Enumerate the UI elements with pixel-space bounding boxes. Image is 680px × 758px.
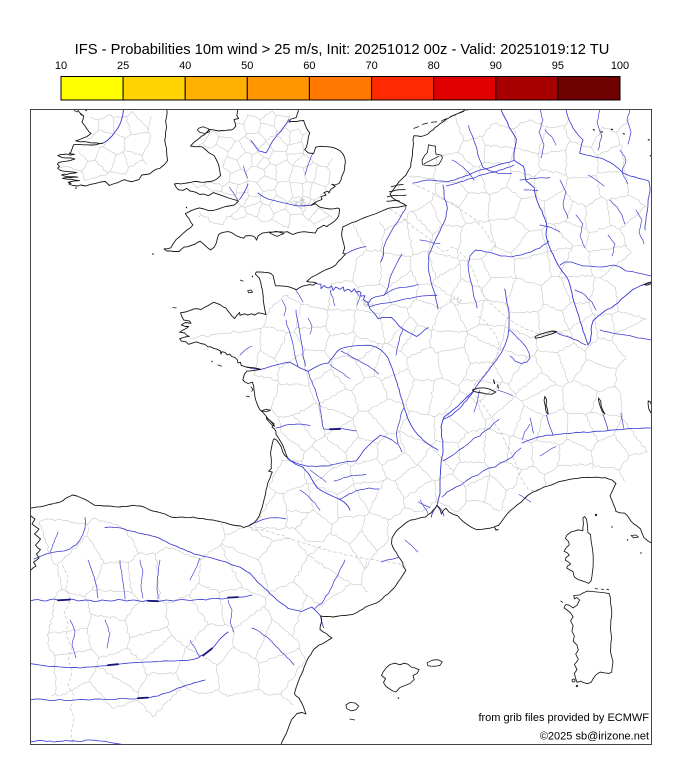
svg-text:50: 50 (241, 60, 253, 72)
svg-text:60: 60 (303, 60, 315, 72)
svg-text:40: 40 (179, 60, 191, 72)
svg-text:70: 70 (365, 60, 377, 72)
svg-text:from grib files provided by EC: from grib files provided by ECMWF (478, 712, 649, 724)
svg-text:90: 90 (490, 60, 502, 72)
svg-text:80: 80 (428, 60, 440, 72)
svg-text:10: 10 (55, 60, 67, 72)
svg-text:©2025 sb@irizone.net: ©2025 sb@irizone.net (540, 731, 649, 743)
svg-text:95: 95 (552, 60, 564, 72)
svg-text:25: 25 (117, 60, 129, 72)
svg-text:IFS - Probabilities 10m wind >: IFS - Probabilities 10m wind > 25 m/s, I… (75, 42, 610, 58)
svg-text:100: 100 (611, 60, 629, 72)
